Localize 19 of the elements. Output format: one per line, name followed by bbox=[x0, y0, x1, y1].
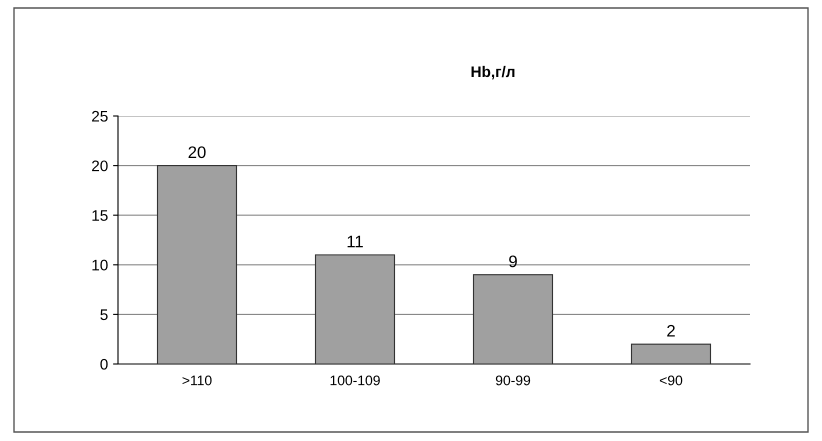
data-label: 20 bbox=[188, 146, 206, 158]
x-tick-label: <90 bbox=[660, 375, 682, 386]
bar bbox=[314, 254, 396, 364]
y-tick-label: 20 bbox=[92, 160, 108, 172]
chart-title: Hb,г/л bbox=[472, 66, 514, 80]
bar bbox=[156, 165, 238, 364]
bar bbox=[630, 344, 712, 364]
y-tick-label: 0 bbox=[100, 358, 108, 370]
x-tick-label: 90-99 bbox=[496, 375, 530, 386]
bar bbox=[472, 274, 554, 364]
x-tick-label: 100-109 bbox=[330, 375, 380, 386]
x-tick-label: >110 bbox=[182, 375, 212, 386]
data-label: 2 bbox=[667, 324, 675, 337]
y-tick-label: 10 bbox=[92, 260, 108, 270]
y-tick-label: 15 bbox=[92, 210, 108, 221]
data-label: 9 bbox=[509, 255, 517, 268]
y-tick-label: 25 bbox=[92, 110, 108, 122]
data-label: 11 bbox=[348, 236, 363, 248]
y-tick-label: 5 bbox=[100, 309, 108, 320]
